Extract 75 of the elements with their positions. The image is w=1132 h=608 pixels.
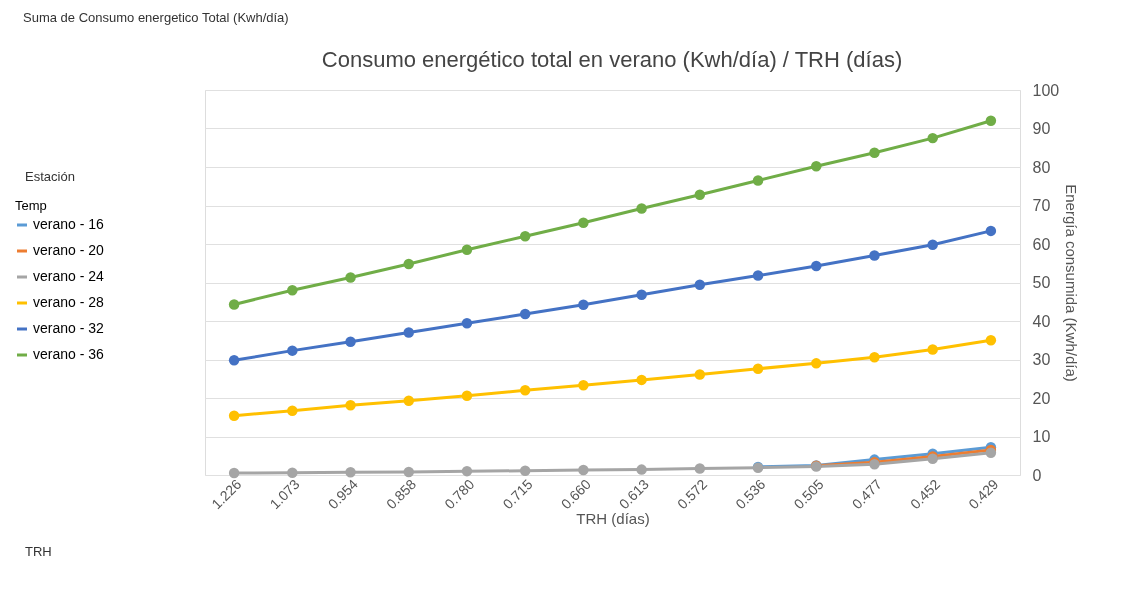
point (461, 465, 473, 477)
text: TRH (25, 544, 52, 559)
point (752, 270, 764, 281)
point (985, 335, 997, 346)
point (694, 369, 706, 380)
y-tick-label: 30 (1032, 351, 1051, 368)
point (985, 225, 997, 237)
point (228, 410, 240, 421)
y-tick-label: 70 (1032, 197, 1051, 214)
legend-label: verano - 32 (33, 320, 105, 336)
y-tick-label: 20 (1032, 389, 1051, 407)
point (461, 390, 473, 401)
point (228, 355, 240, 366)
legend-title: Temp (15, 198, 47, 213)
text: Suma de Consumo energetico Total (Kwh/día) (23, 10, 289, 25)
point (403, 395, 414, 406)
point (287, 284, 298, 296)
point (578, 217, 589, 229)
point (869, 250, 880, 261)
point (287, 345, 298, 356)
point (752, 363, 764, 374)
point (519, 385, 531, 396)
point (345, 467, 356, 478)
point (636, 203, 647, 214)
point (811, 358, 822, 369)
point (403, 466, 414, 478)
point (636, 374, 647, 386)
point (869, 147, 880, 158)
x-axis-title: TRH (días) (576, 510, 650, 528)
point (694, 279, 706, 291)
point (985, 115, 997, 127)
y-axis-title: Energía consumida (Kwh/día) (1063, 184, 1081, 382)
point (811, 260, 822, 272)
point (752, 175, 764, 186)
y-tick-label: 60 (1032, 235, 1051, 253)
legend-label: verano - 20 (33, 242, 105, 258)
point (636, 464, 647, 475)
legend-label: verano - 28 (33, 294, 105, 310)
point (519, 308, 531, 320)
point (345, 272, 356, 283)
y-tick-label: 80 (1032, 158, 1051, 176)
point (578, 464, 589, 476)
point (345, 336, 356, 348)
point (578, 299, 589, 311)
y-tick-label: 100 (1032, 81, 1060, 99)
point (345, 400, 356, 411)
y-tick-label: 0 (1032, 466, 1042, 484)
point (403, 258, 414, 270)
point (519, 465, 531, 476)
point (228, 467, 240, 479)
point (578, 380, 589, 391)
chart-title: Consumo energético total en verano (Kwh/día) / TRH (días) (321, 47, 903, 72)
point (228, 299, 240, 310)
point (694, 189, 706, 200)
point (636, 289, 647, 301)
point (519, 231, 531, 242)
legend-label: verano - 36 (33, 346, 105, 362)
point (461, 318, 473, 329)
point (287, 467, 298, 478)
y-tick-label: 50 (1032, 274, 1051, 291)
legend-label: verano - 16 (33, 216, 105, 232)
point (403, 327, 414, 338)
legend-label: verano - 24 (33, 268, 105, 284)
point (869, 351, 880, 363)
point (811, 161, 822, 172)
point (461, 244, 473, 256)
point (927, 132, 938, 144)
text: Estación (25, 169, 75, 184)
y-tick-label: 10 (1032, 428, 1051, 445)
point (287, 405, 298, 416)
y-tick-label: 40 (1032, 312, 1051, 330)
point (927, 344, 938, 355)
point (694, 463, 706, 474)
y-tick-label: 90 (1032, 120, 1051, 137)
point (927, 239, 938, 250)
